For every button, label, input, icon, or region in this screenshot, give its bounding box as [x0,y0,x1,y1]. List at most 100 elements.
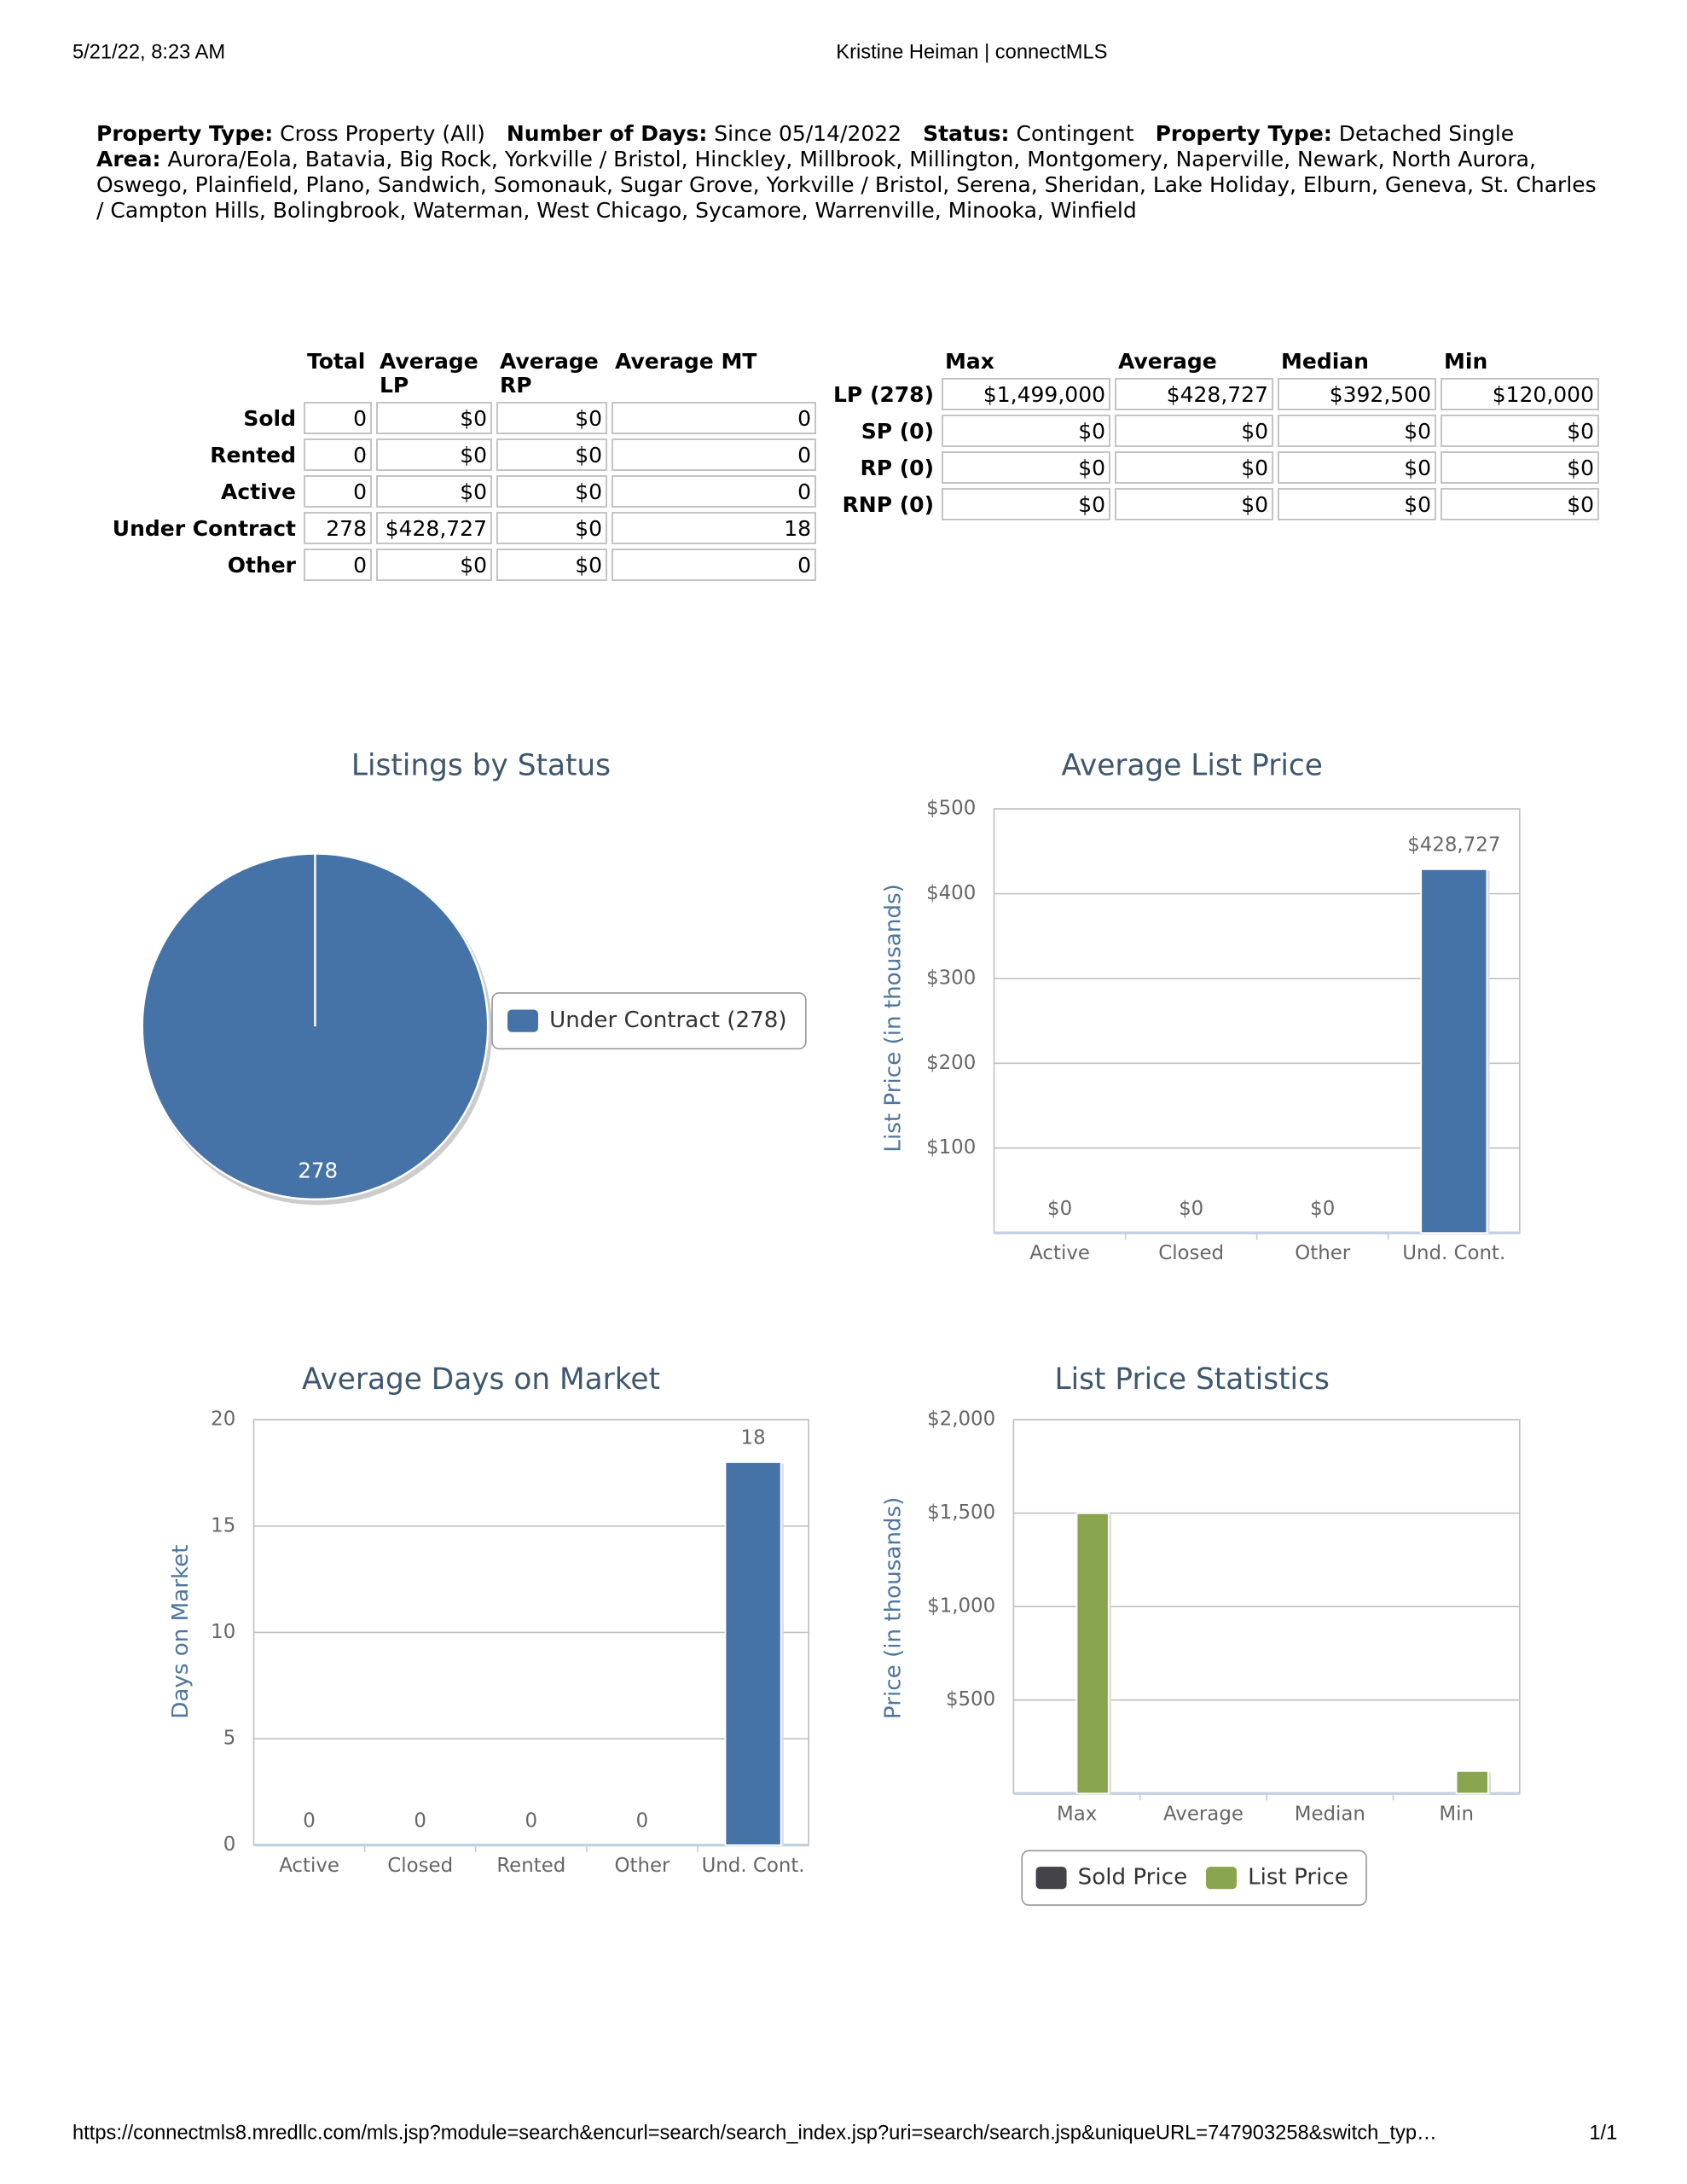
criteria-label: Area: [96,147,161,171]
criteria-value: Detached Single [1338,121,1515,146]
y-tick-label: 10 [211,1621,235,1643]
table-cell: $0 [376,475,492,508]
column-header: Max [945,349,994,374]
slice-label: 278 [298,1158,338,1182]
y-tick-label: $1,500 [927,1502,995,1524]
y-tick-label: 0 [223,1833,236,1856]
table-row: Rented 0 $0 $0 0 [96,439,816,471]
table-cell: $0 [1441,451,1599,484]
chart-title: Listings by Status [351,749,611,783]
column-header: Median [1281,349,1369,374]
y-axis-label: Days on Market [168,1544,194,1718]
table-cell: $0 [1441,415,1599,447]
legend-swatch [1035,1867,1067,1890]
x-tick-label: Rented [496,1855,565,1877]
table-body: Sold 0 $0 $0 0 Rented 0 $0 $0 0 Active 0 $0 $0 0 Under … [96,402,816,581]
table-cell: $0 [1115,488,1273,520]
y-tick-label: 20 [211,1409,235,1431]
table-cell: 18 [612,512,816,544]
y-tick-label: $500 [946,1688,995,1711]
table-cell: $0 [496,439,607,471]
criteria-value: Since 05/14/2022 [714,121,902,146]
x-tick-label: Other [614,1855,670,1877]
x-tick-label: Median [1295,1803,1365,1825]
table-body: LP (278) $1,499,000 $428,727 $392,500 $120,0… [820,378,1599,520]
y-tick-label: $500 [926,798,976,820]
table-cell: $120,000 [1441,378,1599,410]
criteria-area: Area: Aurora/Eola, Batavia, Big Rock, Yo… [96,147,1606,224]
criteria-line: Property Type: Cross Property (All) Numb… [96,121,1606,147]
print-datetime: 5/21/22, 8:23 AM [72,41,225,63]
value-label: $428,727 [1407,834,1500,857]
bar [1075,1513,1110,1795]
value-label: 0 [636,1809,649,1832]
row-header: Under Contract [112,515,296,541]
legend-label: Under Contract (278) [549,1008,786,1033]
chart-title: Average List Price [1061,749,1322,783]
table-cell: $392,500 [1278,378,1436,410]
row-header: Other [227,552,296,578]
table-cell: $0 [1441,488,1599,520]
y-tick-label: $400 [926,882,976,904]
y-tick-label: $2,000 [927,1409,995,1431]
value-label: $0 [1047,1198,1072,1220]
row-header: RP (0) [860,455,934,480]
x-tick-label: Und. Cont. [702,1855,805,1877]
table-cell: $428,727 [1115,378,1273,410]
table-cell: $0 [1278,451,1436,484]
table-cell: $0 [376,549,492,581]
table-cell: 278 [304,512,372,544]
x-tick-label: Closed [387,1855,453,1877]
legend-box [491,992,807,1050]
table-head: Max Average Median Min [820,350,1599,374]
x-tick-label: Active [279,1855,339,1877]
table-cell: 0 [304,439,372,471]
row-header: RNP (0) [842,491,934,517]
bar [1455,1770,1489,1795]
table-cell: 0 [612,402,816,434]
table-cell: 0 [304,475,372,508]
x-tick-label: Und. Cont. [1402,1242,1505,1264]
value-label: 18 [741,1427,766,1449]
table-row: Active 0 $0 $0 0 [96,475,816,508]
table-cell: $0 [496,549,607,581]
legend-swatch [1206,1867,1237,1890]
table-cell: 0 [304,402,372,434]
value-label: 0 [414,1809,426,1832]
table-row: RNP (0) $0 $0 $0 $0 [820,488,1599,520]
table-cell: $0 [376,402,492,434]
value-label: $0 [1310,1198,1335,1220]
y-tick-label: $1,000 [927,1595,995,1618]
y-tick-label: $200 [926,1052,976,1074]
table-cell: $0 [1115,451,1273,484]
y-axis-label: List Price (in thousands) [880,884,906,1152]
table-cell: 0 [612,439,816,471]
value-label: 0 [303,1809,316,1832]
row-header: Sold [243,405,296,431]
column-header: Average MT [615,349,757,374]
table-cell: $0 [942,415,1110,447]
table-row: Sold 0 $0 $0 0 [96,402,816,434]
x-tick-label: Active [1029,1242,1090,1264]
table-cell: 0 [612,549,816,581]
column-header: Average [1118,349,1217,374]
criteria-value: Cross Property (All) [280,121,485,146]
column-header: Average LP [380,349,478,398]
legend-label: List Price [1248,1865,1348,1891]
chart-title: List Price Statistics [1054,1362,1329,1397]
legend-box [1021,1850,1367,1906]
print-url: https://connectmls8.mredllc.com/mls.jsp?… [72,2122,1437,2144]
table-row: RP (0) $0 $0 $0 $0 [820,451,1599,484]
row-header: Rented [210,442,296,468]
table-row: Under Contract 278 $428,727 $0 18 [96,512,816,544]
table-row: SP (0) $0 $0 $0 $0 [820,415,1599,447]
column-header: Min [1444,349,1488,374]
column-header: Total [307,349,366,374]
table-cell: $0 [376,439,492,471]
y-tick-label: 15 [211,1514,235,1536]
row-header: SP (0) [861,418,934,444]
row-header: Active [221,479,296,504]
x-tick-label: Other [1295,1242,1351,1264]
table-cell: $0 [496,402,607,434]
